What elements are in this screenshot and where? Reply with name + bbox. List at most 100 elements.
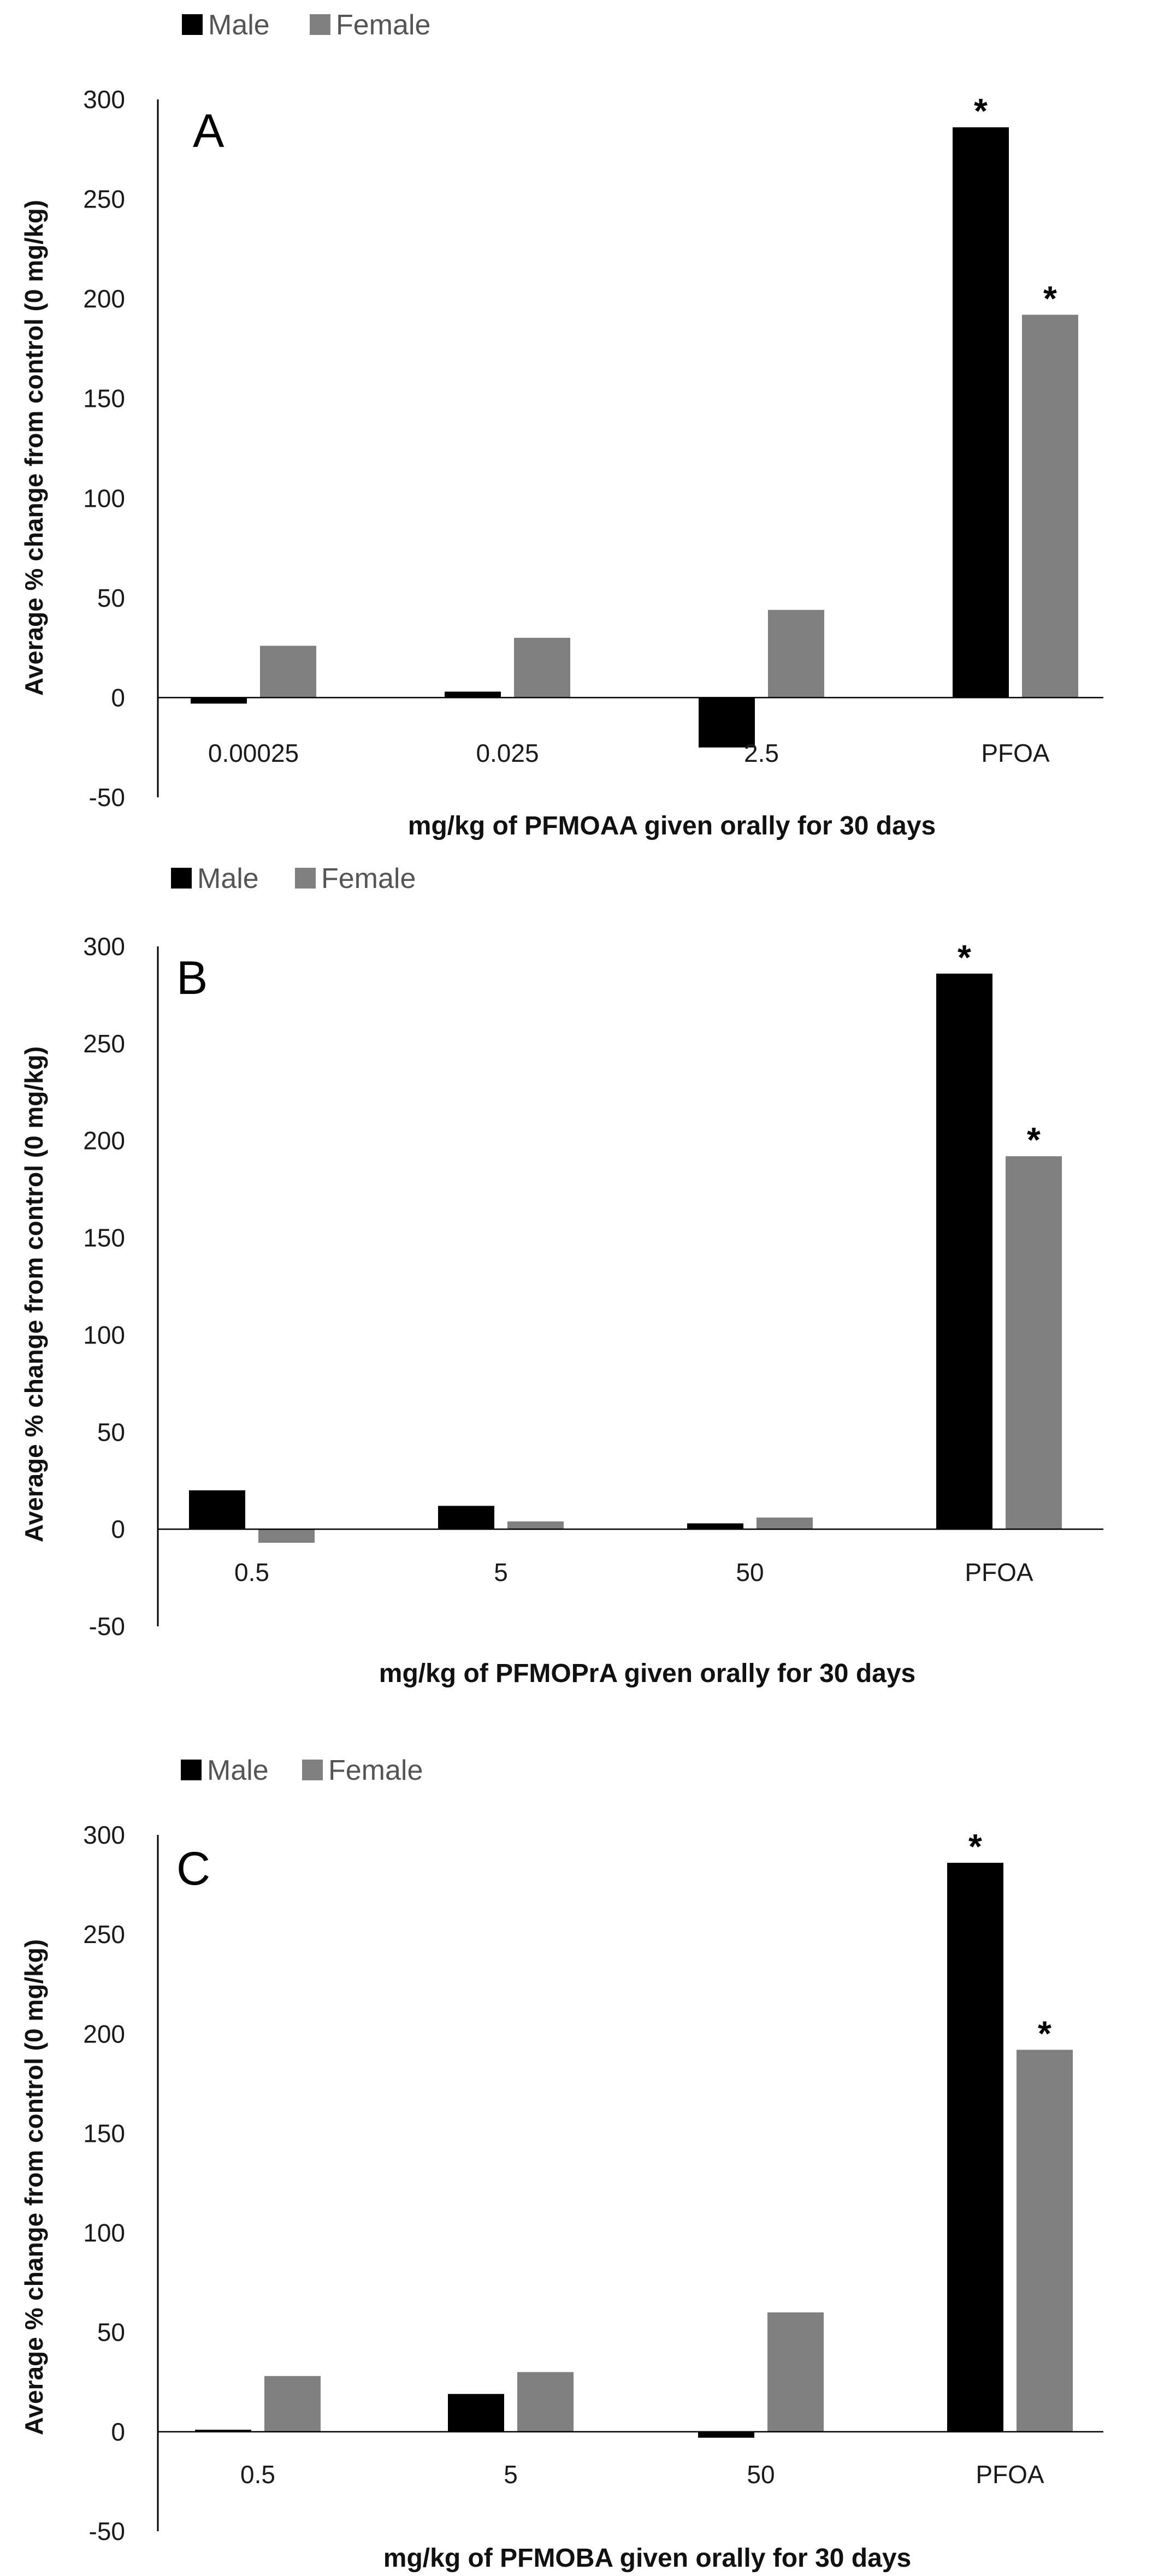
bar-female-pfoa bbox=[1017, 2050, 1073, 2432]
bar-female-pfoa bbox=[1022, 315, 1078, 698]
legend-swatch-female bbox=[295, 868, 316, 889]
significance-star: * bbox=[958, 938, 971, 977]
legend-label-male: Male bbox=[207, 1755, 269, 1786]
x-tick-labels: 0.5 5 50 PFOA bbox=[240, 2460, 1044, 2489]
x-axis-title: mg/kg of PFMOBA given orally for 30 days bbox=[383, 2544, 911, 2573]
bar-male-pfoa bbox=[947, 1863, 1003, 2432]
legend: Male Female bbox=[182, 9, 430, 41]
y-tick-label: 250 bbox=[83, 185, 125, 214]
x-axis-title: mg/kg of PFMOPrA given orally for 30 day… bbox=[379, 1659, 915, 1688]
legend-label-female: Female bbox=[328, 1755, 423, 1786]
x-tick-label: PFOA bbox=[981, 739, 1050, 767]
y-axis-title: Average % change from control (0 mg/kg) bbox=[20, 1939, 48, 2435]
panel-a: Male Female A 300 250 200 150 100 50 0 -50 Aver… bbox=[20, 9, 1103, 840]
bar-male-2.5 bbox=[699, 697, 755, 748]
bar-male-5 bbox=[448, 2394, 504, 2432]
significance-star: * bbox=[968, 1827, 982, 1866]
significance-star: * bbox=[1043, 279, 1057, 318]
significance-star: * bbox=[1027, 1120, 1041, 1159]
panel-label: C bbox=[176, 1843, 210, 1895]
bar-female-0.5 bbox=[264, 2376, 321, 2432]
x-tick-label: 0.025 bbox=[476, 739, 539, 767]
y-tick-label: 250 bbox=[83, 1920, 125, 1949]
panel-c: Male Female C 300 250 200 150 100 50 0 -50 Aver… bbox=[20, 1755, 1103, 2573]
y-tick-label: 200 bbox=[83, 1127, 125, 1155]
significance-markers: ** bbox=[968, 1827, 1051, 2053]
y-tick-label: 200 bbox=[83, 2020, 125, 2048]
x-tick-label: 5 bbox=[494, 1558, 508, 1586]
bar-male-0.5 bbox=[195, 2430, 251, 2432]
bar-female-2.5 bbox=[768, 609, 824, 698]
y-tick-label: 50 bbox=[97, 1418, 125, 1446]
y-tick-label: 0 bbox=[111, 2418, 125, 2446]
bar-male-pfoa bbox=[953, 127, 1009, 698]
legend-label-female: Female bbox=[336, 9, 430, 41]
bars bbox=[191, 127, 1078, 748]
bar-male-0.025 bbox=[445, 691, 501, 698]
panel-label: A bbox=[193, 105, 224, 157]
y-tick-label: -50 bbox=[89, 783, 125, 812]
legend: Male Female bbox=[181, 1755, 423, 1786]
y-tick-label: 50 bbox=[97, 584, 125, 612]
y-tick-label: 0 bbox=[111, 683, 125, 712]
y-tick-label: 150 bbox=[83, 384, 125, 413]
bar-female-0.00025 bbox=[260, 646, 316, 698]
legend-swatch-male bbox=[182, 14, 203, 35]
y-tick-label: 50 bbox=[97, 2318, 125, 2347]
x-tick-label: 5 bbox=[504, 2460, 518, 2489]
legend-label-male: Male bbox=[197, 863, 259, 895]
panel-b: Male Female B 300 250 200 150 100 50 0 -50 Aver… bbox=[20, 863, 1103, 1688]
y-tick-labels: 300 250 200 150 100 50 0 -50 bbox=[83, 932, 125, 1641]
y-tick-label: 150 bbox=[83, 1224, 125, 1252]
y-tick-label: 300 bbox=[83, 85, 125, 114]
legend-swatch-female bbox=[302, 1760, 323, 1780]
bar-female-pfoa bbox=[1006, 1156, 1062, 1530]
legend-swatch-male bbox=[171, 868, 192, 889]
significance-markers: ** bbox=[958, 938, 1041, 1159]
bar-female-0.5 bbox=[258, 1529, 315, 1543]
y-tick-label: 200 bbox=[83, 285, 125, 313]
significance-markers: ** bbox=[974, 91, 1057, 318]
y-tick-label: 100 bbox=[83, 1320, 125, 1349]
bar-male-5 bbox=[438, 1506, 494, 1530]
bar-male-50 bbox=[698, 2431, 754, 2438]
bar-male-50 bbox=[687, 1523, 743, 1530]
bar-female-5 bbox=[507, 1521, 564, 1530]
y-tick-label: 150 bbox=[83, 2119, 125, 2147]
y-tick-label: 0 bbox=[111, 1515, 125, 1543]
y-tick-label: 250 bbox=[83, 1029, 125, 1058]
significance-star: * bbox=[1038, 2014, 1051, 2053]
y-tick-label: 300 bbox=[83, 1821, 125, 1849]
y-tick-labels: 300 250 200 150 100 50 0 -50 bbox=[83, 85, 125, 812]
x-axis-title: mg/kg of PFMOAA given orally for 30 days bbox=[408, 812, 936, 840]
bar-female-5 bbox=[517, 2372, 574, 2432]
x-tick-label: PFOA bbox=[965, 1558, 1033, 1586]
x-tick-label: 0.5 bbox=[234, 1558, 269, 1586]
x-tick-labels: 0.00025 0.025 2.5 PFOA bbox=[208, 739, 1050, 767]
bar-male-0.5 bbox=[189, 1490, 245, 1530]
panel-label: B bbox=[176, 952, 208, 1004]
bars bbox=[189, 973, 1062, 1543]
legend-swatch-male bbox=[181, 1760, 202, 1780]
x-tick-label: 50 bbox=[736, 1558, 764, 1586]
bar-male-pfoa bbox=[936, 973, 992, 1530]
x-tick-label: 0.5 bbox=[240, 2460, 275, 2489]
bars bbox=[195, 1863, 1073, 2438]
y-tick-label: 300 bbox=[83, 932, 125, 961]
x-tick-labels: 0.5 5 50 PFOA bbox=[234, 1558, 1033, 1586]
x-tick-label: 50 bbox=[747, 2460, 775, 2489]
y-tick-label: 100 bbox=[83, 2219, 125, 2247]
x-tick-label: PFOA bbox=[976, 2460, 1044, 2489]
x-tick-label: 2.5 bbox=[744, 739, 779, 767]
x-tick-label: 0.00025 bbox=[208, 739, 299, 767]
bar-female-0.025 bbox=[514, 637, 570, 698]
legend-label-male: Male bbox=[208, 9, 270, 41]
y-tick-label: -50 bbox=[89, 2517, 125, 2545]
legend-label-female: Female bbox=[321, 863, 416, 895]
bar-male-0.00025 bbox=[191, 697, 247, 704]
y-axis-title: Average % change from control (0 mg/kg) bbox=[20, 200, 48, 696]
y-tick-label: 100 bbox=[83, 484, 125, 512]
legend-swatch-female bbox=[310, 14, 330, 35]
bar-female-50 bbox=[767, 2312, 824, 2432]
